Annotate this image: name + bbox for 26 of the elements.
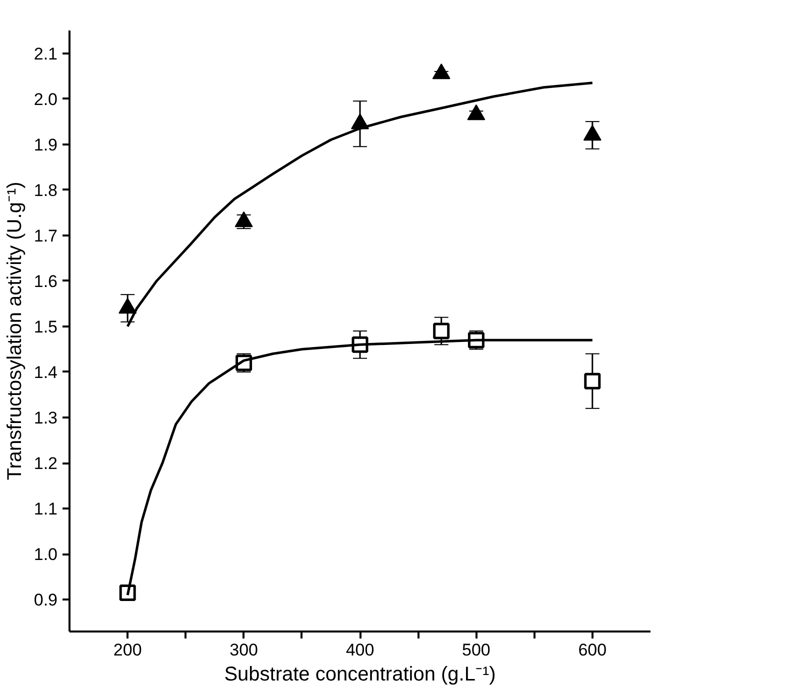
y-tick-label: 1.5 xyxy=(34,317,58,336)
x-tick-label: 400 xyxy=(346,640,374,660)
point xyxy=(433,322,450,340)
x-tick-label: 200 xyxy=(113,640,142,660)
point xyxy=(583,124,602,141)
y-tick-label: 1.0 xyxy=(34,545,58,564)
y-tick-label: 1.3 xyxy=(34,408,58,428)
x-axis-title: Substrate concentration (g.L⁻¹) xyxy=(224,664,496,686)
x-tick-label: 300 xyxy=(230,640,258,660)
y-tick-label: 1.1 xyxy=(34,500,58,519)
y-tick-label: 2.0 xyxy=(34,90,58,109)
y-tick-label: 1.8 xyxy=(34,180,58,200)
point xyxy=(467,104,486,120)
x-tick-label: 500 xyxy=(462,640,490,660)
y-tick-label: 1.9 xyxy=(34,135,58,154)
point xyxy=(584,372,601,390)
point xyxy=(234,211,253,228)
y-tick-label: 1.6 xyxy=(34,272,58,291)
y-tick-label: 0.9 xyxy=(34,590,58,610)
y-tick-label: 1.7 xyxy=(34,226,58,246)
y-tick-label: 2.1 xyxy=(34,44,58,64)
point xyxy=(432,63,450,80)
y-tick-label: 1.2 xyxy=(34,454,58,474)
y-tick-label: 1.4 xyxy=(34,362,58,382)
x-tick-label: 600 xyxy=(578,640,607,660)
y-axis-title: Transfructosylation activity (U.g⁻¹) xyxy=(4,182,26,480)
